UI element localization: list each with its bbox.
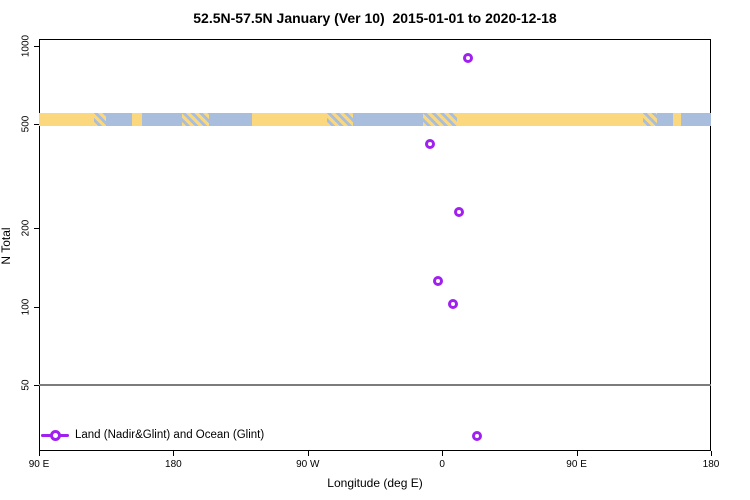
y-tick-label: 100: [20, 298, 32, 316]
map-band-segment-land: [672, 113, 682, 127]
x-tick-mark: [576, 451, 578, 456]
data-point: [447, 299, 458, 310]
data-point: [432, 276, 443, 287]
map-band-segment-coast: [643, 113, 658, 127]
map-band-segment-ocean: [106, 113, 133, 127]
legend-label: Land (Nadir&Glint) and Ocean (Glint): [75, 429, 265, 441]
x-tick-label: 90 E: [28, 459, 50, 470]
map-band-segment-coast: [422, 113, 458, 127]
map-band-segment-ocean: [209, 113, 253, 127]
y-tick-mark: [34, 45, 39, 47]
x-axis-label: Longitude (deg E): [327, 476, 423, 490]
map-band-segment-land: [39, 113, 95, 127]
data-point: [425, 138, 436, 149]
y-tick-mark: [34, 306, 39, 308]
map-band-segment-land: [456, 113, 644, 127]
map-band-segment-land: [131, 113, 143, 127]
plot-area: [39, 39, 711, 451]
map-band-segment-coast: [327, 113, 354, 127]
x-tick-label: 90 W: [296, 459, 320, 470]
map-band-segment-coast: [182, 113, 210, 127]
x-tick-mark: [711, 451, 712, 456]
x-tick-label: 180: [165, 459, 182, 470]
x-tick-label: 0: [439, 459, 445, 470]
y-axis-label: N Total: [0, 227, 13, 265]
x-tick-mark: [173, 451, 175, 456]
map-band-segment-ocean: [680, 113, 712, 127]
x-tick-label: 180: [702, 459, 720, 470]
y-tick-label: 1000: [20, 34, 32, 57]
y-tick-label: 200: [20, 219, 32, 237]
y-tick-mark: [34, 228, 39, 230]
data-point: [453, 207, 464, 218]
y-tick-label: 500: [20, 115, 32, 133]
data-point: [471, 430, 482, 441]
map-band-segment-coast: [94, 113, 107, 127]
map-band-segment-ocean: [352, 113, 424, 127]
x-tick-mark: [39, 451, 40, 456]
x-tick-mark: [307, 451, 309, 456]
y-tick-label: 50: [20, 379, 32, 391]
legend-marker-circle-icon: [50, 430, 61, 441]
reference-line: [39, 384, 711, 387]
map-band-segment-land: [252, 113, 328, 127]
y-tick-mark: [34, 124, 39, 126]
x-tick-label: 90 E: [566, 459, 587, 470]
data-point: [462, 52, 473, 63]
map-band-segment-ocean: [657, 113, 674, 127]
y-tick-mark: [34, 385, 39, 387]
x-tick-mark: [442, 451, 444, 456]
map-band-segment-ocean: [141, 113, 183, 127]
chart-title: 52.5N-57.5N January (Ver 10) 2015-01-01 …: [193, 10, 557, 26]
